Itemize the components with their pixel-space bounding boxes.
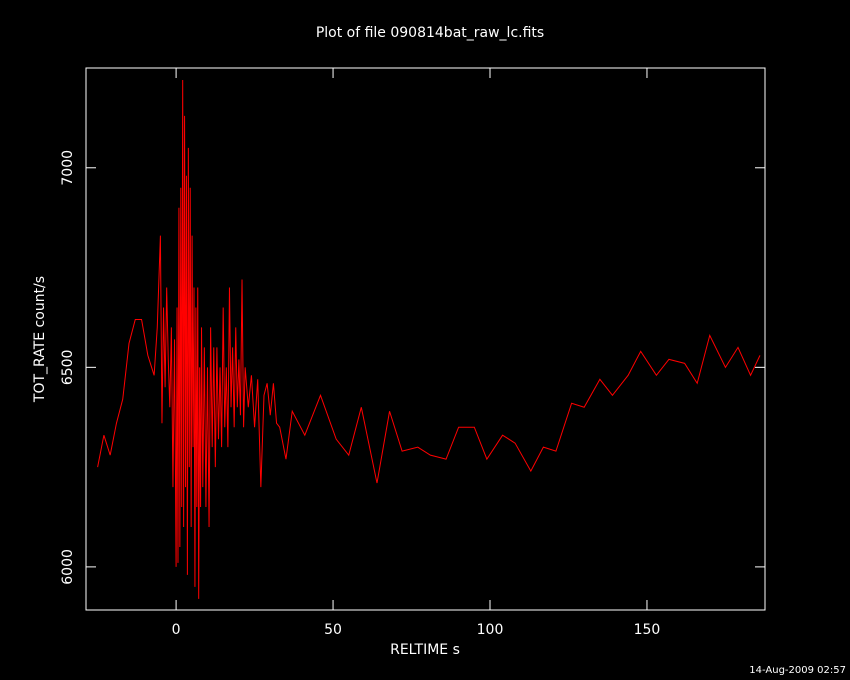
chart-title: Plot of file 090814bat_raw_lc.fits xyxy=(316,25,544,41)
x-tick-label: 50 xyxy=(324,622,342,638)
y-tick-label: 6500 xyxy=(60,350,76,386)
y-axis-label: TOT_RATE count/s xyxy=(32,276,48,403)
y-tick-label: 7000 xyxy=(60,150,76,186)
footer-timestamp: 14-Aug-2009 02:57 xyxy=(749,665,846,676)
data-line xyxy=(97,79,761,599)
plot-frame xyxy=(85,67,766,611)
y-tick-label: 6000 xyxy=(60,549,76,585)
x-tick-label: 100 xyxy=(477,622,504,638)
x-axis-label: RELTIME s xyxy=(390,642,460,658)
x-tick-label: 0 xyxy=(172,622,181,638)
x-tick-label: 150 xyxy=(634,622,661,638)
